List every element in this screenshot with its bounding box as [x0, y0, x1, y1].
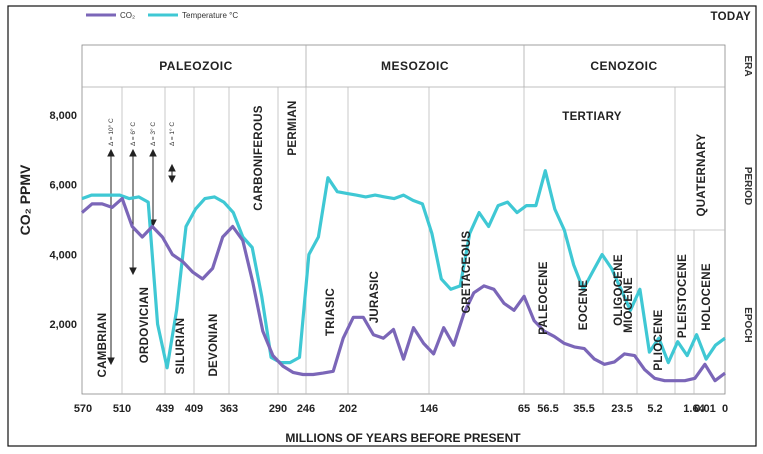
x-tick-label: 0.01: [694, 403, 715, 415]
period-label-cretaceous: CRETACEOUS: [461, 231, 473, 314]
period-label-tertiary: TERTIARY: [562, 111, 622, 123]
x-tick-label: 290: [269, 403, 287, 415]
y-tick-label: 6,000: [49, 180, 77, 192]
period-label-ordovician: ORDOVICIAN: [139, 287, 151, 363]
period-label-carboniferous: CARBONIFEROUS: [253, 105, 265, 211]
period-label-triasic: TRIASIC: [325, 288, 337, 336]
delta-label-2: Δ = 3° C: [149, 122, 157, 146]
x-tick-labels: 570 510 439 409 363 290 246 202 146 65 56.5 35.5 23.…: [74, 403, 728, 415]
legend: CO₂ Temperature °C: [86, 11, 238, 20]
epoch-labels: PALEOCENE EOCENE OLIGOCENE MIOCENE PLIOC…: [538, 254, 713, 371]
x-tick-label: 5.2: [647, 403, 662, 415]
period-label-permian: PERMIAN: [287, 100, 299, 155]
x-tick-label: 510: [113, 403, 131, 415]
x-tick-label: 409: [185, 403, 203, 415]
era-label-cenozoic: CENOZOIC: [590, 59, 657, 73]
series-line-co2: [80, 197, 726, 383]
era-label-mesozoic: MESOZOIC: [381, 59, 449, 73]
x-tick-label: 246: [297, 403, 315, 415]
x-axis-title: MILLIONS OF YEARS BEFORE PRESENT: [285, 431, 521, 445]
legend-label-temperature: Temperature °C: [182, 11, 238, 20]
period-label-devonian: DEVONIAN: [208, 313, 220, 376]
x-tick-label: 570: [74, 403, 92, 415]
plot-frame: [81, 44, 726, 395]
era-label-paleozoic: PALEOZOIC: [159, 59, 233, 73]
y-tick-label: 2,000: [49, 319, 77, 331]
epoch-label-holocene: HOLOCENE: [701, 263, 713, 331]
delta-label-1: Δ = 6° C: [129, 122, 137, 146]
x-tick-label: 0: [722, 403, 728, 415]
delta-label-3: Δ = 1° C: [168, 122, 176, 146]
epoch-label-miocene: MIOCENE: [623, 277, 635, 333]
epoch-label-eocene: EOCENE: [578, 280, 590, 330]
y-tick-label: 4,000: [49, 249, 77, 261]
today-label: TODAY: [711, 11, 752, 23]
x-tick-label: 35.5: [573, 403, 594, 415]
x-tick-label: 146: [420, 403, 438, 415]
x-tick-label: 23.5: [611, 403, 632, 415]
period-labels: CAMBRIAN ORDOVICIAN SILURIAN DEVONIAN CA…: [97, 100, 708, 377]
x-tick-label: 1.64: [683, 403, 705, 415]
epoch-label-pleistocene: PLEISTOCENE: [677, 254, 689, 338]
x-tick-label: 363: [220, 403, 238, 415]
y-axis-title: CO₂ PPMV: [17, 164, 33, 235]
period-label-quaternary: QUATERNARY: [696, 134, 708, 217]
legend-label-co2: CO₂: [120, 11, 135, 20]
period-label-cambrian: CAMBRIAN: [97, 312, 109, 377]
x-tick-label: 202: [339, 403, 357, 415]
row-label-era: ERA: [742, 55, 753, 76]
row-label-epoch: EPOCH: [742, 307, 753, 343]
epoch-label-oligocene: OLIGOCENE: [613, 254, 625, 326]
epoch-label-paleocene: PALEOCENE: [538, 261, 550, 334]
x-tick-label: 439: [156, 403, 174, 415]
y-tick-label: 8,000: [49, 110, 77, 122]
x-tick-label: 65: [518, 403, 530, 415]
delta-arrows: [107, 148, 176, 366]
x-tick-label: 56.5: [537, 403, 558, 415]
epoch-label-pliocene: PLIOCENE: [653, 309, 665, 370]
series-line-temperature: [81, 169, 726, 370]
period-label-jurasic: JURASIC: [369, 271, 381, 324]
row-label-period: PERIOD: [742, 167, 753, 205]
period-label-silurian: SILURIAN: [175, 318, 187, 375]
y-tick-labels: 8,000 6,000 4,000 2,000: [49, 110, 77, 331]
delta-label-0: Δ = 10° C: [107, 118, 115, 146]
